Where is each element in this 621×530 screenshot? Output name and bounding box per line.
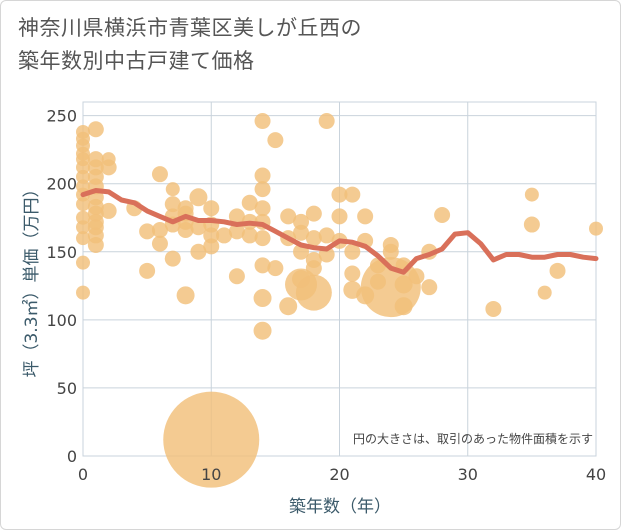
- data-bubble: [76, 124, 90, 139]
- data-bubble: [177, 200, 194, 217]
- data-bubble: [356, 286, 375, 305]
- data-bubble: [241, 194, 258, 211]
- data-bubble: [100, 202, 117, 219]
- data-bubble: [254, 113, 271, 130]
- x-tick-label: 40: [586, 465, 606, 484]
- data-bubble: [101, 152, 116, 167]
- y-tick-label: 250: [46, 107, 77, 126]
- data-bubble: [537, 285, 552, 300]
- data-bubble: [331, 186, 348, 203]
- data-bubble: [267, 260, 284, 277]
- data-bubble: [139, 223, 156, 240]
- data-bubble: [176, 286, 195, 305]
- y-tick-label: 150: [46, 243, 77, 262]
- chart-title: 神奈川県横浜市青葉区美しが丘西の 築年数別中古戸建て価格: [18, 12, 362, 78]
- data-bubble: [549, 262, 566, 279]
- data-bubble: [421, 279, 438, 296]
- data-bubble: [189, 188, 208, 207]
- chart-title-line2: 築年数別中古戸建て価格: [18, 49, 255, 73]
- data-bubble: [151, 166, 168, 183]
- data-bubble: [369, 273, 386, 290]
- data-bubble: [254, 230, 271, 247]
- data-bubble: [344, 265, 361, 282]
- data-bubble: [228, 223, 245, 240]
- x-tick-label: 20: [329, 465, 349, 484]
- y-tick-label: 50: [57, 379, 77, 398]
- data-bubble: [190, 243, 207, 260]
- data-bubble: [408, 268, 425, 285]
- x-tick-label: 10: [201, 465, 221, 484]
- data-bubble: [254, 200, 271, 217]
- data-bubble: [382, 236, 399, 253]
- data-bubble: [139, 262, 156, 279]
- data-bubble: [253, 321, 272, 340]
- data-bubble: [279, 297, 298, 316]
- data-bubble: [394, 275, 413, 294]
- data-bubble: [524, 187, 539, 202]
- data-bubble: [267, 132, 284, 149]
- y-axis-label: 坪（3.3㎡）単価（万円）: [22, 180, 42, 377]
- x-tick-labels: 0 10 20 30 40: [78, 465, 606, 484]
- data-bubble: [164, 196, 181, 213]
- data-bubble: [485, 300, 502, 317]
- data-bubble: [76, 210, 90, 225]
- data-bubble: [163, 391, 260, 488]
- data-bubble: [190, 219, 207, 236]
- data-bubble: [254, 181, 271, 198]
- legend-note: 円の大きさは、取引のあった物件面積を示す: [353, 431, 593, 446]
- x-tick-label: 0: [78, 465, 88, 484]
- data-bubble: [241, 227, 258, 244]
- data-bubble: [280, 208, 297, 225]
- data-bubble: [165, 182, 180, 197]
- data-bubble: [434, 207, 451, 224]
- data-bubble: [87, 151, 104, 168]
- chart-title-line1: 神奈川県横浜市青葉区美しが丘西の: [18, 16, 362, 40]
- data-bubble: [254, 257, 271, 274]
- average-line: [80, 188, 599, 275]
- data-bubble: [76, 255, 90, 270]
- data-bubble: [216, 227, 233, 244]
- y-tick-label: 100: [46, 311, 77, 330]
- data-bubble: [344, 243, 361, 260]
- data-bubble: [357, 208, 374, 225]
- data-bubble: [305, 205, 322, 222]
- data-bubble: [254, 167, 271, 184]
- data-bubble: [203, 200, 220, 217]
- gridlines: [83, 102, 596, 456]
- data-bubble: [253, 289, 272, 308]
- data-bubble: [293, 213, 310, 230]
- data-bubble: [318, 113, 335, 130]
- data-bubble: [76, 285, 90, 300]
- data-bubble: [164, 250, 181, 267]
- data-bubble: [523, 216, 540, 233]
- x-tick-label: 30: [458, 465, 478, 484]
- data-bubble: [305, 251, 322, 268]
- y-tick-label: 200: [46, 175, 77, 194]
- data-bubble: [151, 235, 168, 252]
- data-bubble: [87, 121, 104, 138]
- y-tick-label: 0: [67, 447, 77, 466]
- data-bubble: [292, 270, 311, 288]
- data-bubble: [151, 221, 168, 238]
- y-tick-labels: 0 50 100 150 200 250: [46, 107, 77, 466]
- data-bubble: [228, 208, 245, 225]
- x-axis-label: 築年数（年）: [289, 497, 391, 517]
- data-bubble: [76, 231, 90, 246]
- data-bubble: [318, 227, 335, 244]
- data-bubble: [394, 297, 413, 316]
- data-bubble: [228, 268, 245, 285]
- data-bubble: [305, 230, 322, 247]
- data-bubble: [331, 208, 348, 225]
- data-bubble: [589, 221, 603, 236]
- data-bubble: [344, 186, 361, 203]
